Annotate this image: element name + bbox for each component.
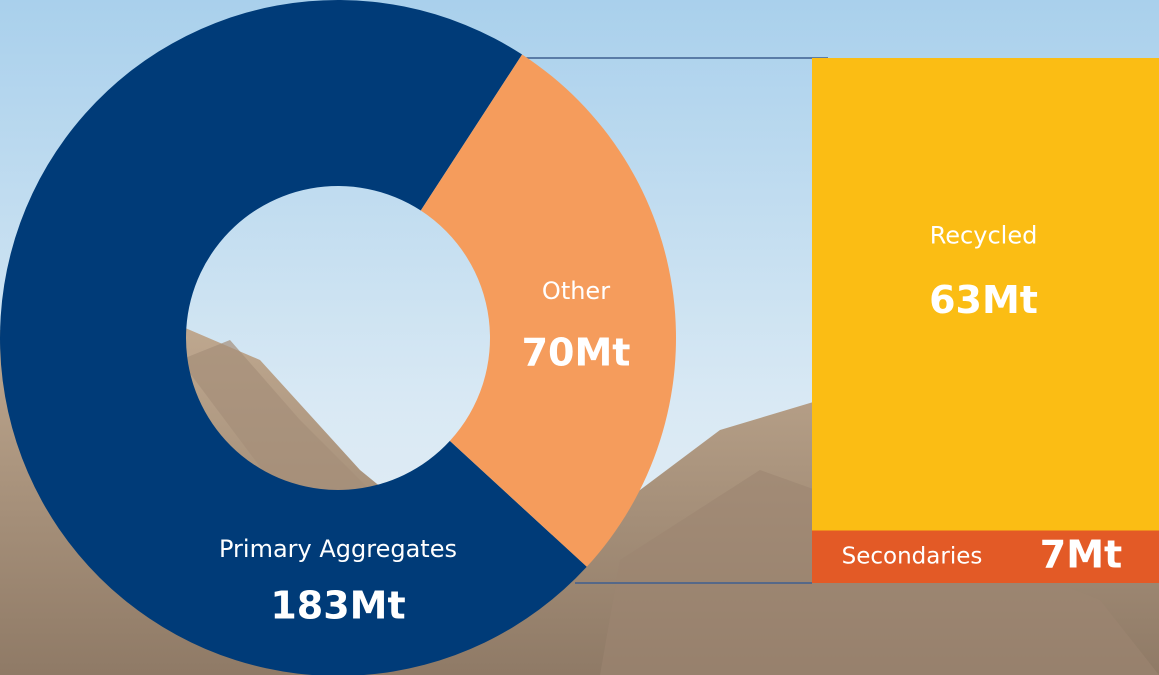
donut-slice <box>0 0 587 675</box>
donut-slice <box>420 54 677 567</box>
slice-value-label: 70Mt <box>522 331 631 375</box>
rubble-detail <box>180 340 380 520</box>
segment-value-label: 63Mt <box>929 278 1038 322</box>
bar-segment <box>812 58 1159 531</box>
slice-label: Other <box>542 277 610 305</box>
segment-name: Secondaries <box>842 543 983 569</box>
segment-value-label: 7Mt <box>1040 532 1122 576</box>
segment-name: Recycled <box>930 221 1038 249</box>
bar-segment <box>812 530 1159 583</box>
slice-value-label: 183Mt <box>270 584 405 628</box>
slice-label: Primary Aggregates <box>219 535 457 563</box>
